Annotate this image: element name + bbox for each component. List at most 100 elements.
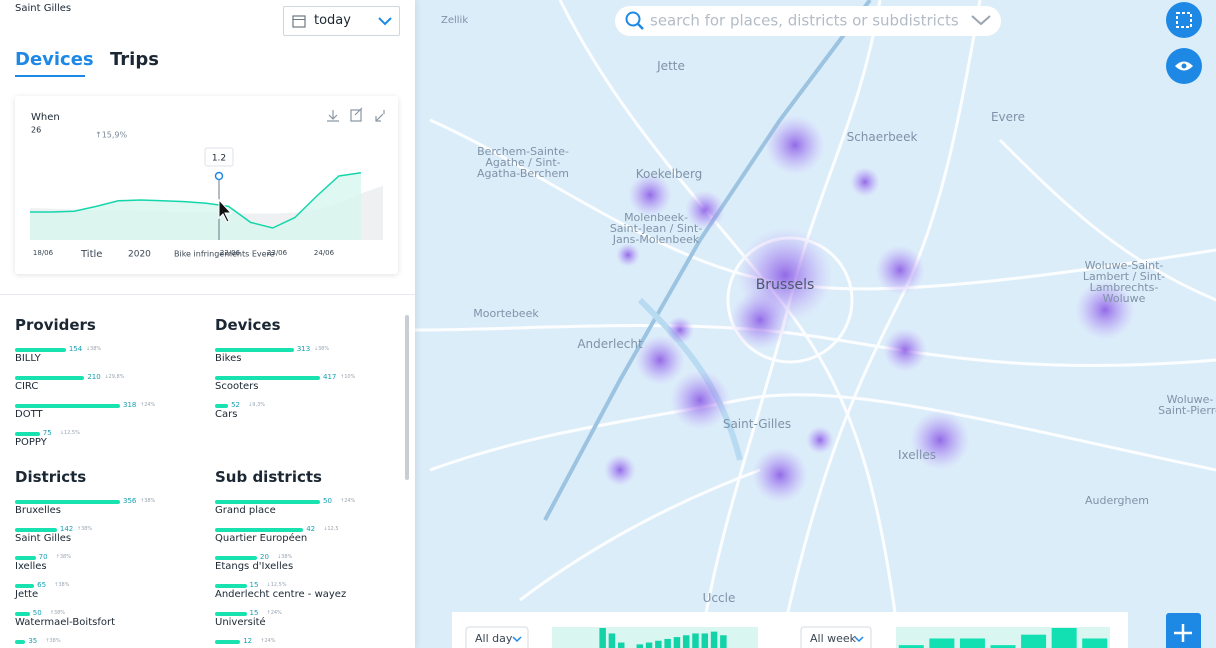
bar-value: 12 bbox=[243, 637, 253, 645]
bar-change: ↓12,5 bbox=[323, 526, 339, 532]
bar bbox=[15, 432, 40, 436]
group-title: Districts bbox=[15, 468, 87, 486]
bar-value: 42 bbox=[306, 525, 316, 533]
widget-card: When 26 ↑15,9% 1.2 18/06 22/06 23/06 24/06 Ti… bbox=[15, 96, 398, 274]
place-label-line: Molenbeek- bbox=[624, 211, 688, 224]
timeline-bar bbox=[990, 645, 1016, 648]
place-label: Evere bbox=[991, 110, 1025, 124]
line-series bbox=[30, 172, 362, 229]
place-label: Auderghem bbox=[1085, 494, 1149, 507]
search-placeholder: search for places, districts or subdistr… bbox=[650, 12, 959, 30]
heat-blob bbox=[850, 167, 880, 197]
day-filter[interactable] bbox=[465, 626, 529, 648]
bar-value: 70 bbox=[38, 553, 48, 561]
date-picker[interactable]: today bbox=[283, 6, 400, 36]
place-label-line: Agathe / Sint- bbox=[485, 156, 560, 169]
place-label: Woluwe-Saint-Pierre bbox=[1158, 393, 1216, 417]
heat-blob bbox=[616, 243, 640, 267]
canal bbox=[637, 297, 743, 461]
bar-value: 65 bbox=[37, 581, 47, 589]
place-label-line: Anderlecht bbox=[577, 337, 643, 351]
chart-overlay-text: Title bbox=[80, 249, 102, 260]
heat-blob bbox=[806, 426, 834, 454]
bar-change: ↑24% bbox=[260, 638, 276, 644]
timeline-bar bbox=[929, 638, 955, 648]
place-label-line: Zellik bbox=[441, 15, 468, 26]
item-name: Saint Gilles bbox=[15, 533, 72, 544]
chevron[interactable] bbox=[971, 15, 991, 26]
select-button[interactable] bbox=[1166, 2, 1202, 38]
place-label: Uccle bbox=[703, 591, 736, 605]
bar bbox=[215, 348, 294, 352]
heat-blob bbox=[604, 454, 636, 486]
collapse-icon[interactable] bbox=[375, 110, 385, 122]
search-icon bbox=[637, 23, 644, 30]
timeline-bar bbox=[898, 645, 924, 648]
select-icon bbox=[1176, 12, 1192, 28]
timeline-bar bbox=[1082, 638, 1108, 648]
item-name: Jette bbox=[15, 589, 39, 600]
heat-blob bbox=[670, 370, 730, 430]
place-label-line: Agatha-Berchem bbox=[477, 167, 569, 180]
bar-change: ↑38% bbox=[76, 526, 93, 532]
place-label-line: Woluwe bbox=[1103, 292, 1146, 305]
bar-value: 15 bbox=[249, 581, 259, 589]
chevron bbox=[512, 636, 522, 643]
place-label: Koekelberg bbox=[636, 167, 703, 181]
widget-value: 26 bbox=[31, 126, 41, 135]
heat-blob bbox=[875, 245, 925, 295]
search-box[interactable] bbox=[615, 6, 1001, 36]
x-tick-label: 22/06 bbox=[220, 249, 241, 257]
bar-change: ↑10% bbox=[340, 374, 356, 380]
timeline-bar bbox=[1051, 628, 1077, 648]
timeline-bar bbox=[673, 637, 681, 648]
place-label-line: Saint-Gilles bbox=[723, 417, 791, 431]
bar-value: 210 bbox=[87, 373, 101, 381]
scrollbar[interactable] bbox=[405, 315, 409, 480]
x-tick-label: 24/06 bbox=[314, 249, 335, 257]
bar-change: ↑24% bbox=[340, 498, 356, 504]
place-label-line: Woluwe- bbox=[1167, 393, 1214, 406]
place-label-line: Auderghem bbox=[1085, 494, 1149, 507]
timeline-bar bbox=[1021, 634, 1047, 648]
bar bbox=[15, 640, 26, 644]
item-name: Watermael-Boitsfort bbox=[15, 617, 115, 628]
place-label: Moortebeek bbox=[473, 307, 539, 320]
x-tick-label: 18/06 bbox=[33, 249, 54, 257]
place-label-line: Evere bbox=[991, 110, 1025, 124]
download-icon[interactable] bbox=[327, 110, 339, 122]
tab-active[interactable]: Devices bbox=[15, 49, 94, 70]
item-name: CIRC bbox=[15, 381, 39, 392]
bar-change: ↑38% bbox=[45, 638, 61, 644]
place-label: Woluwe-Saint-Lambert / Sint-Lambrechts-W… bbox=[1083, 259, 1165, 305]
item-name: Bikes bbox=[215, 353, 242, 364]
bar bbox=[215, 500, 320, 504]
place-label: Schaerbeek bbox=[847, 130, 918, 144]
bar bbox=[15, 556, 36, 560]
heat-blob bbox=[685, 190, 725, 230]
place-label-line: Koekelberg bbox=[636, 167, 703, 181]
heat-blob bbox=[635, 335, 685, 385]
place-label: Anderlecht bbox=[577, 337, 643, 351]
week-filter[interactable] bbox=[800, 626, 872, 648]
bar bbox=[215, 584, 247, 588]
timeline-bar bbox=[682, 635, 690, 648]
bar-change: ↓12,5% bbox=[59, 430, 80, 436]
item-name: Quartier Européen bbox=[215, 533, 308, 544]
eye-icon bbox=[1181, 63, 1187, 69]
share-icon[interactable] bbox=[350, 107, 363, 122]
timeline-bar bbox=[645, 642, 653, 648]
heat-blob bbox=[765, 115, 825, 175]
item-name: Scooters bbox=[215, 381, 259, 392]
heat-blob bbox=[730, 290, 790, 350]
bar-change: ↓12,5% bbox=[266, 582, 287, 588]
location: Saint Gilles bbox=[15, 3, 72, 14]
place-label-line: Jette bbox=[656, 59, 685, 73]
tab[interactable]: Trips bbox=[110, 49, 159, 70]
widget-title: When bbox=[31, 112, 60, 123]
widget-chart: When 26 ↑15,9% 1.2 18/06 22/06 23/06 24/06 Ti… bbox=[30, 107, 385, 260]
item-name: Bruxelles bbox=[15, 505, 61, 516]
tooltip bbox=[204, 147, 234, 167]
group-title: Sub districts bbox=[215, 468, 322, 486]
